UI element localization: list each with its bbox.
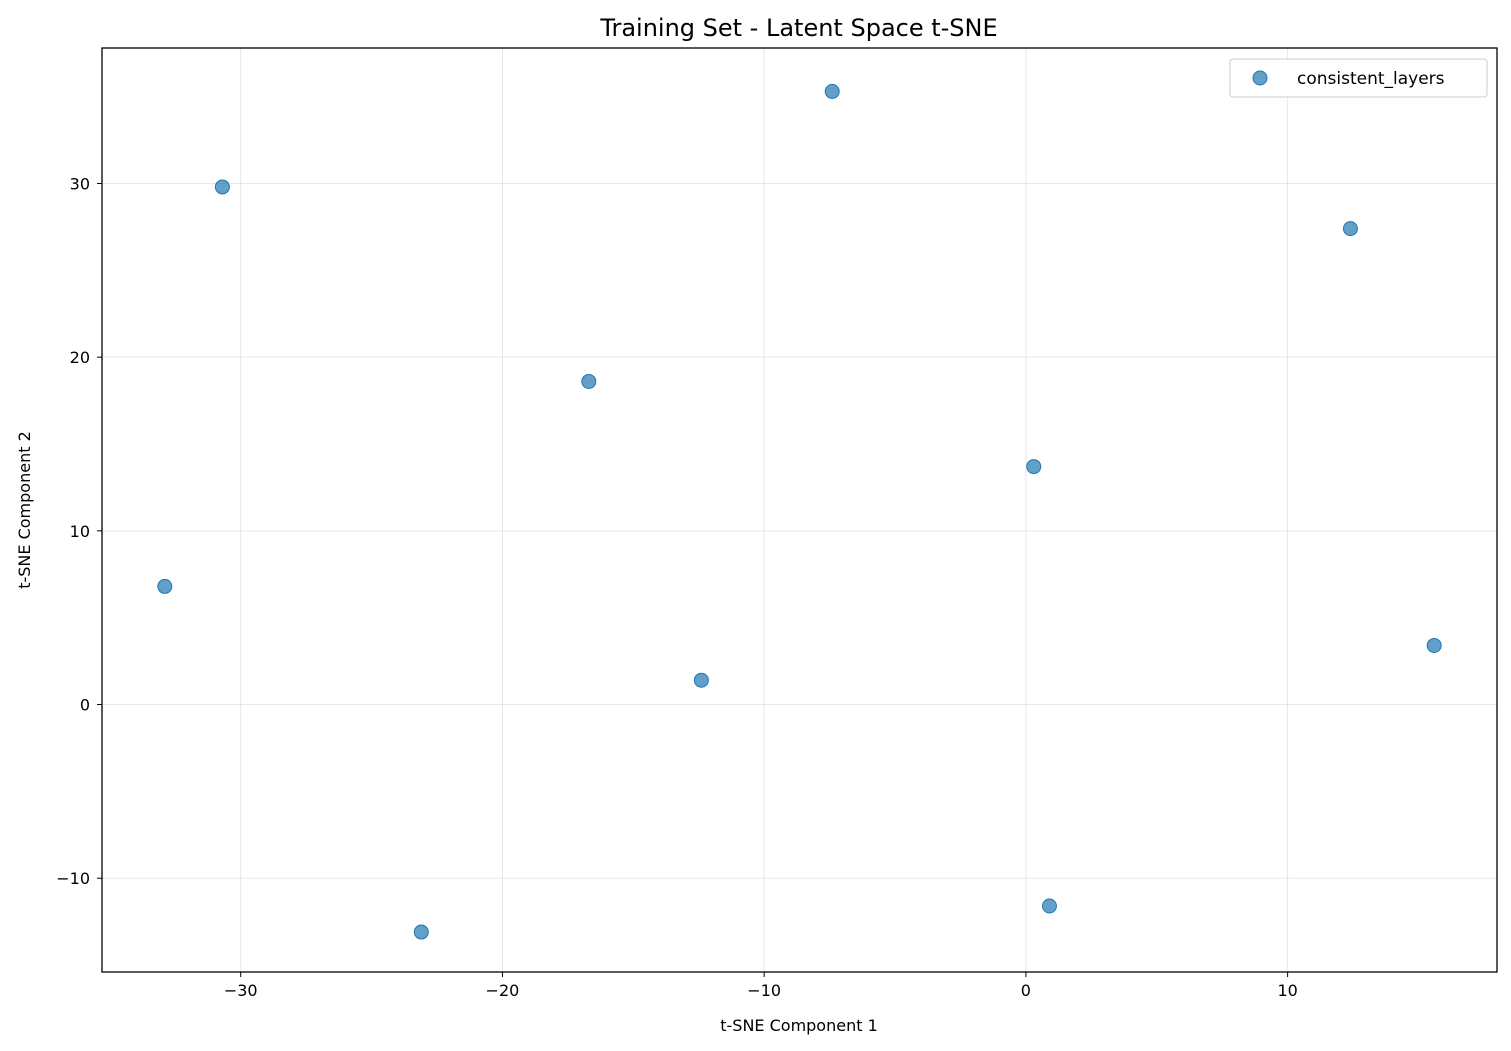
y-tick-label: 10 — [70, 522, 90, 541]
scatter-point — [157, 578, 173, 594]
scatter-point — [1342, 221, 1358, 237]
scatter-point — [1426, 637, 1442, 653]
grid-lines — [102, 48, 1497, 972]
y-tick-label: −10 — [56, 869, 90, 888]
x-axis-label: t-SNE Component 1 — [720, 1016, 878, 1035]
y-tick-label: 0 — [80, 696, 90, 715]
scatter-points — [157, 83, 1442, 940]
x-tick-label: 0 — [1021, 981, 1031, 1000]
x-tick-label: −20 — [486, 981, 520, 1000]
axis-ticks: −30 −20 −10 0 10 −10 0 10 20 30 — [56, 174, 1298, 1000]
legend-marker — [1252, 70, 1268, 86]
scatter-point — [824, 83, 840, 99]
scatter-point — [693, 672, 709, 688]
y-tick-label: 30 — [70, 174, 90, 193]
y-tick-label: 20 — [70, 348, 90, 367]
scatter-point — [413, 924, 429, 940]
x-tick-label: −10 — [747, 981, 781, 1000]
scatter-point — [214, 179, 230, 195]
legend-label: consistent_layers — [1297, 69, 1445, 89]
scatter-point — [1026, 459, 1042, 475]
plot-frame — [101, 47, 1498, 973]
scatter-point — [1041, 898, 1057, 914]
chart-title: Training Set - Latent Space t-SNE — [599, 14, 997, 42]
y-axis-label: t-SNE Component 2 — [15, 431, 34, 589]
legend: consistent_layers — [1229, 58, 1488, 98]
legend-frame — [1229, 58, 1488, 98]
scatter-point — [581, 373, 597, 389]
x-tick-label: 10 — [1277, 981, 1297, 1000]
plot-area — [102, 48, 1497, 972]
x-tick-label: −30 — [224, 981, 258, 1000]
